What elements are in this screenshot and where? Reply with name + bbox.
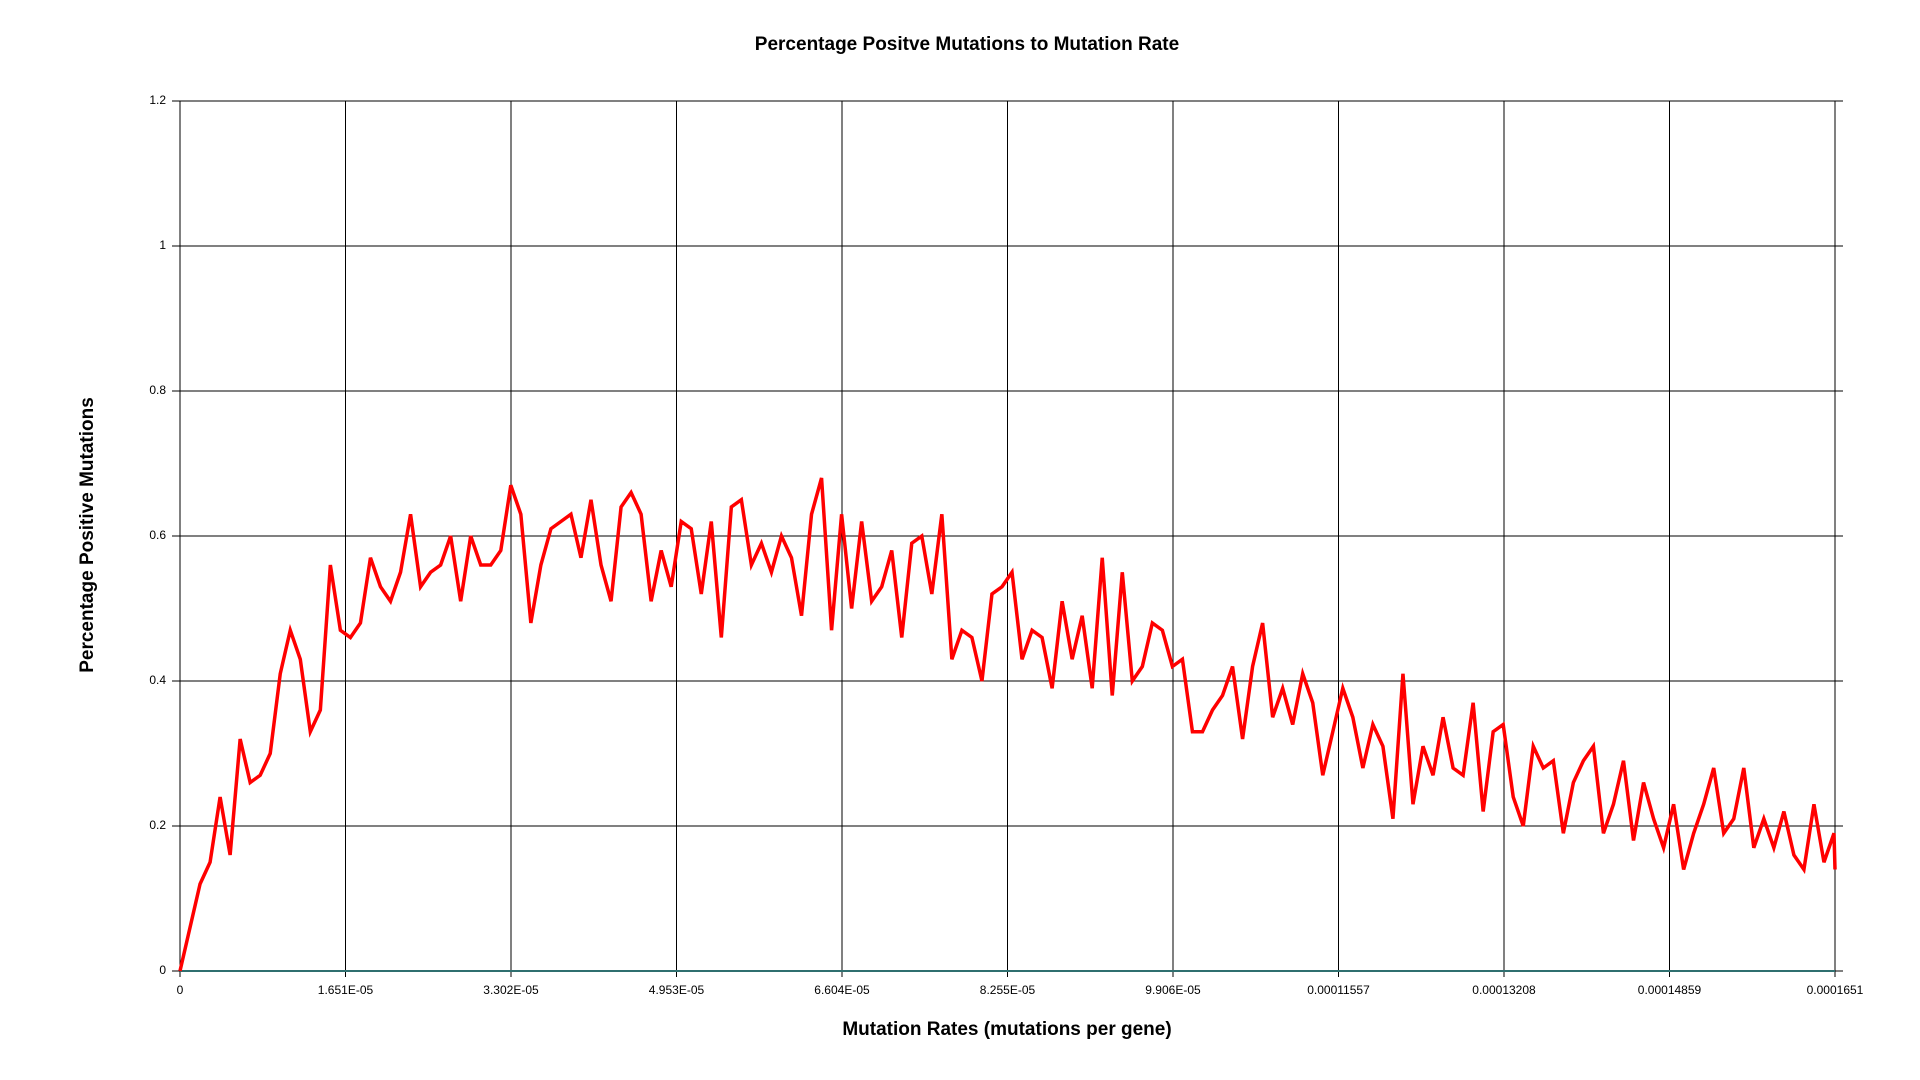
x-tick-label: 4.953E-05 bbox=[649, 983, 705, 997]
x-tick-label: 3.302E-05 bbox=[483, 983, 539, 997]
x-tick-label: 0.0001651 bbox=[1807, 983, 1864, 997]
x-tick-label: 0.00013208 bbox=[1472, 983, 1536, 997]
x-tick-label: 9.906E-05 bbox=[1145, 983, 1201, 997]
x-tick-label: 0.00014859 bbox=[1638, 983, 1702, 997]
x-tick-label: 0.00011557 bbox=[1307, 983, 1370, 997]
y-tick-label: 1.2 bbox=[149, 93, 166, 107]
x-axis-label: Mutation Rates (mutations per gene) bbox=[842, 1019, 1171, 1040]
chart-title: Percentage Positve Mutations to Mutation… bbox=[755, 34, 1179, 55]
x-tick-label: 6.604E-05 bbox=[814, 983, 870, 997]
x-tick-label: 1.651E-05 bbox=[318, 983, 374, 997]
data-line bbox=[178, 477, 1837, 972]
x-tick-label: 0 bbox=[177, 983, 184, 997]
y-tick-label: 1 bbox=[159, 238, 166, 252]
y-tick-label: 0.4 bbox=[149, 673, 166, 687]
y-tick-label: 0 bbox=[159, 963, 166, 977]
x-tick-label: 8.255E-05 bbox=[980, 983, 1036, 997]
y-tick-label: 0.6 bbox=[149, 528, 166, 542]
y-axis-label: Percentage Positive Mutations bbox=[77, 397, 98, 673]
y-tick-label: 0.8 bbox=[149, 383, 166, 397]
y-tick-label: 0.2 bbox=[149, 818, 166, 832]
